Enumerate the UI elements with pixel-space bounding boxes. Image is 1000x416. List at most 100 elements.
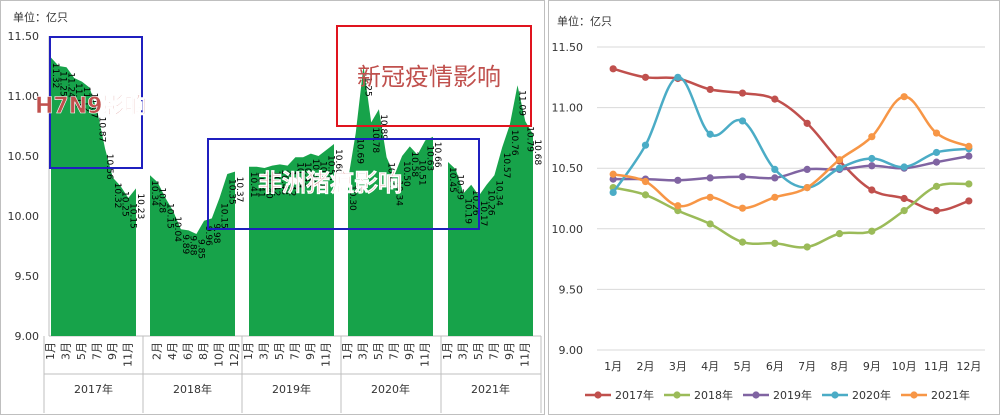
data-point-2017年 xyxy=(965,197,973,205)
x-tick-label: 8月 xyxy=(831,360,849,373)
data-label: 10.30 xyxy=(347,185,357,211)
month-tick-label: 5月 xyxy=(472,342,485,360)
month-tick-label: 3月 xyxy=(456,342,469,360)
legend-label: 2018年 xyxy=(694,388,733,402)
data-label: 10.34 xyxy=(493,180,503,206)
data-label: 10.50 xyxy=(318,161,328,187)
data-label: 10.39 xyxy=(455,174,465,200)
data-point-2020年 xyxy=(738,117,747,125)
data-point-2019年 xyxy=(965,152,973,160)
data-label: 10.41 xyxy=(256,172,266,198)
legend-marker xyxy=(910,391,918,399)
data-label: 10.43 xyxy=(279,169,289,195)
data-label: 10.15 xyxy=(164,203,174,229)
data-point-2020年 xyxy=(932,148,941,157)
data-label: 10.79 xyxy=(524,126,534,152)
data-point-2018年 xyxy=(738,238,747,246)
month-tick-label: 11月 xyxy=(319,342,332,367)
month-tick-label: 4月 xyxy=(166,342,179,360)
unit-label: 单位：亿只 xyxy=(557,14,612,28)
month-tick-label: 3月 xyxy=(59,342,72,360)
month-tick-label: 1月 xyxy=(44,342,57,360)
data-point-2020年 xyxy=(900,163,908,171)
data-label: 10.49 xyxy=(302,162,312,188)
legend-label: 2020年 xyxy=(852,388,891,402)
data-point-2017年 xyxy=(803,119,811,127)
month-tick-label: 3月 xyxy=(356,342,369,360)
month-tick-label: 5月 xyxy=(75,342,88,360)
data-point-2017年 xyxy=(706,85,714,94)
data-point-2017年 xyxy=(900,194,908,203)
data-label: 10.42 xyxy=(271,171,281,197)
area-2021年 xyxy=(448,85,533,336)
h7n9-annotation: H7N9影响 xyxy=(35,93,146,119)
data-label: 9.89 xyxy=(180,234,190,254)
data-point-2021年 xyxy=(965,142,973,150)
data-point-2018年 xyxy=(641,191,650,199)
data-point-2017年 xyxy=(868,186,876,194)
data-label: 10.87 xyxy=(96,117,106,143)
data-label: 10.35 xyxy=(226,179,236,205)
asf-box xyxy=(207,138,480,230)
series-line-2021年 xyxy=(612,95,970,210)
covid-box xyxy=(336,25,532,127)
data-point-2019年 xyxy=(771,174,779,182)
data-point-2018年 xyxy=(965,180,973,188)
data-label: 11.32 xyxy=(50,63,60,89)
area-2017年 xyxy=(51,57,136,336)
data-point-2018年 xyxy=(835,230,844,238)
year-label: 2019年 xyxy=(272,382,311,396)
data-point-2021年 xyxy=(932,129,941,137)
data-label: 10.28 xyxy=(157,187,167,213)
data-point-2017年 xyxy=(641,73,650,81)
data-point-2017年 xyxy=(609,65,617,73)
h7n9-box xyxy=(49,36,143,169)
data-label: 11.25 xyxy=(362,71,372,97)
y-tick-label: 9.50 xyxy=(559,283,584,296)
data-label: 10.17 xyxy=(478,201,488,227)
data-label: 10.19 xyxy=(462,198,472,224)
y-tick-label: 11.50 xyxy=(8,30,40,43)
x-tick-label: 5月 xyxy=(734,360,752,373)
x-tick-label: 12月 xyxy=(956,360,981,373)
series-line-2020年 xyxy=(612,76,969,194)
data-point-2021年 xyxy=(835,156,844,164)
data-label: 10.40 xyxy=(263,173,273,199)
x-tick-label: 9月 xyxy=(863,360,881,373)
y-tick-label: 11.50 xyxy=(552,41,584,54)
month-tick-label: 8月 xyxy=(197,342,210,360)
data-label: 10.15 xyxy=(219,203,229,229)
data-point-2019年 xyxy=(868,162,876,170)
data-label: 9.85 xyxy=(195,239,205,259)
x-tick-label: 2月 xyxy=(637,360,655,373)
data-label: 10.68 xyxy=(532,139,542,165)
data-label: 10.69 xyxy=(355,138,365,164)
data-point-2019年 xyxy=(706,174,714,182)
area-chart: 单位：亿只9.009.5010.0010.5011.0011.5011.3211… xyxy=(8,10,542,413)
y-tick-label: 11.00 xyxy=(8,90,40,103)
data-label: 10.34 xyxy=(149,180,159,206)
month-tick-label: 9月 xyxy=(503,342,516,360)
month-tick-label: 11月 xyxy=(518,342,531,367)
month-tick-label: 1月 xyxy=(242,342,255,360)
month-tick-label: 9月 xyxy=(304,342,317,360)
data-label: 10.89 xyxy=(378,114,388,140)
year-label: 2017年 xyxy=(74,382,113,396)
data-label: 10.52 xyxy=(310,159,320,185)
area-2018年 xyxy=(150,171,235,336)
data-label: 10.66 xyxy=(432,142,442,168)
data-point-2018年 xyxy=(803,243,811,251)
legend-marker xyxy=(752,391,760,399)
data-point-2021年 xyxy=(868,133,876,141)
year-label: 2018年 xyxy=(173,382,212,396)
data-point-2020年 xyxy=(771,165,779,174)
month-tick-label: 9月 xyxy=(106,342,119,360)
line-chart-panel: 单位：亿只 9.00 9.50 10.00 10.50 11.00 11.50 1月 2月 3月 4… xyxy=(548,0,1000,415)
legend-label: 2017年 xyxy=(615,388,654,402)
data-label: 10.58 xyxy=(409,151,419,177)
asf-annotation: 非洲猪瘟影响 xyxy=(258,169,402,197)
data-label: 10.51 xyxy=(417,160,427,186)
data-point-2019年 xyxy=(738,173,747,181)
data-label: 10.04 xyxy=(172,216,182,242)
y-tick-label: 10.50 xyxy=(8,150,40,163)
